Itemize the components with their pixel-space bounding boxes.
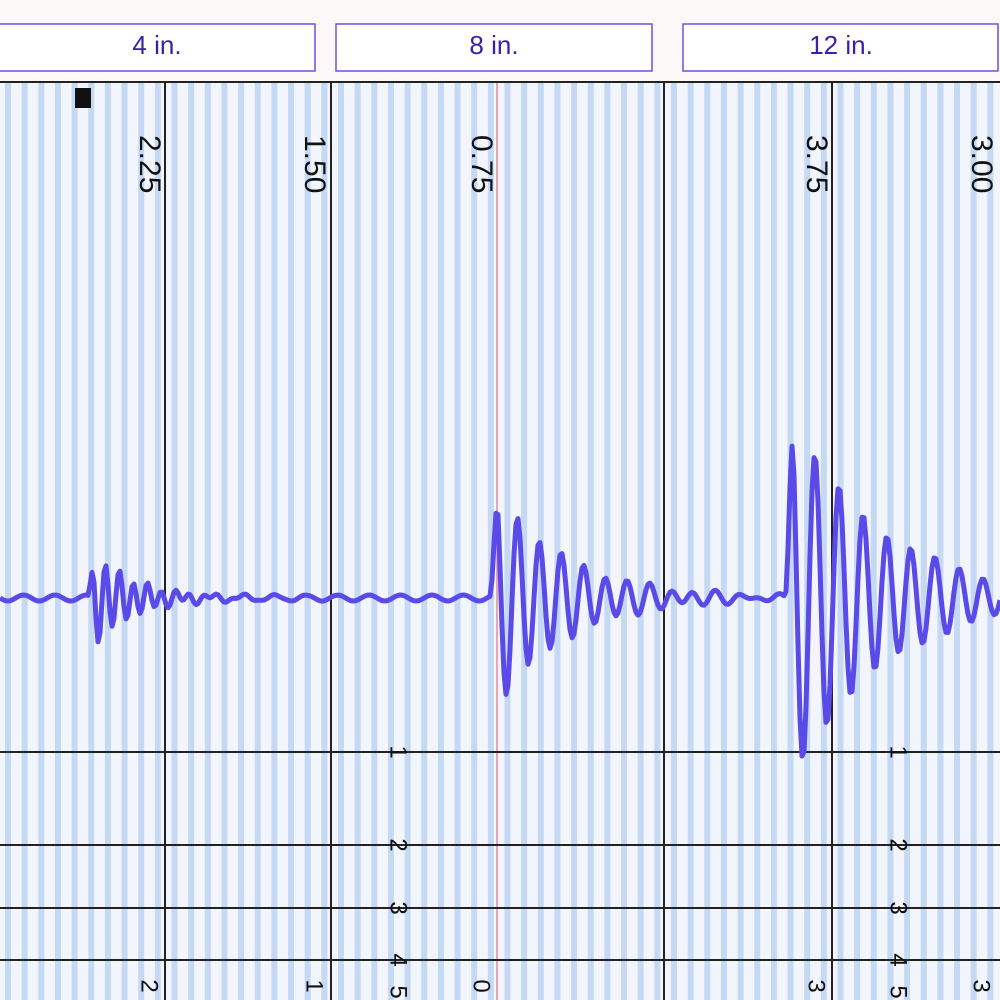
stripe: [671, 82, 677, 1000]
stripe: [404, 82, 411, 1000]
stripe: [637, 82, 644, 1000]
stripe: [521, 82, 528, 1000]
depth-mark: 1: [885, 745, 912, 758]
stripe: [88, 82, 95, 1000]
stripe: [121, 82, 128, 1000]
tab[interactable]: [335, 23, 653, 72]
stripe: [21, 82, 28, 1000]
tab[interactable]: [682, 23, 999, 72]
tab-label[interactable]: 8 in.: [469, 30, 518, 60]
stripe: [720, 82, 727, 1000]
bottom-label: 3: [968, 979, 995, 992]
stripe: [820, 82, 827, 1000]
stripe: [987, 82, 994, 1000]
stripe: [104, 82, 111, 1000]
stripe: [454, 82, 461, 1000]
stripe: [387, 82, 394, 1000]
stripe: [304, 82, 311, 1000]
marker: [75, 88, 91, 108]
stripe: [38, 82, 45, 1000]
stripe: [604, 82, 611, 1000]
stripe: [204, 82, 211, 1000]
grid: [0, 81, 1000, 1000]
stripe: [571, 82, 578, 1000]
bottom-label: 3: [803, 979, 830, 992]
stripe: [704, 82, 711, 1000]
stripe: [654, 82, 661, 1000]
bottom-label: 2: [136, 979, 163, 992]
stripe: [487, 82, 494, 1000]
bottom-label: 1: [301, 979, 328, 992]
stripe: [737, 82, 744, 1000]
stripe: [421, 82, 428, 1000]
depth-mark: 3: [385, 901, 412, 914]
depth-mark: 4: [885, 953, 912, 966]
stripe: [504, 82, 511, 1000]
stripe: [54, 82, 61, 1000]
scale-label: 3.00: [965, 135, 998, 193]
scale-label: 3.75: [800, 135, 833, 193]
stripe: [254, 82, 261, 1000]
stripe: [937, 82, 944, 1000]
stripe: [5, 82, 11, 1000]
stripe: [221, 82, 228, 1000]
labels: 2.25 1.50 0.75 3.75 3.00 1 2 3 4 5 1 2 3 4 5 2 1 0 3 3: [133, 135, 998, 999]
stripe: [188, 82, 195, 1000]
tab-label[interactable]: 12 in.: [809, 30, 873, 60]
stripes: [5, 82, 994, 1000]
stripe: [554, 82, 561, 1000]
stripe: [687, 82, 694, 1000]
stripe: [904, 82, 911, 1000]
stripe: [238, 82, 245, 1000]
depth-mark: 2: [885, 838, 912, 851]
waveform: [0, 443, 1000, 759]
stripe: [854, 82, 861, 1000]
stripe: [354, 82, 361, 1000]
stripe: [920, 82, 927, 1000]
depth-mark: 4: [385, 953, 412, 966]
stripe: [970, 82, 977, 1000]
stripe: [804, 82, 811, 1000]
stripe: [154, 82, 161, 1000]
stripe: [770, 82, 777, 1000]
bottom-label: 0: [468, 979, 495, 992]
stripe: [437, 82, 444, 1000]
stripe: [371, 82, 378, 1000]
stripe: [321, 82, 328, 1000]
stripe: [870, 82, 877, 1000]
depth-mark: 3: [885, 901, 912, 914]
stripe: [587, 82, 594, 1000]
depth-mark: 2: [385, 838, 412, 851]
depth-mark: 1: [385, 745, 412, 758]
stripe: [288, 82, 295, 1000]
stripe: [138, 82, 145, 1000]
scale-label: 2.25: [133, 135, 166, 193]
stripe: [754, 82, 761, 1000]
stripe: [338, 82, 344, 1000]
stripe: [954, 82, 961, 1000]
tab-label[interactable]: 4 in.: [132, 30, 181, 60]
tab[interactable]: [0, 23, 316, 72]
scale-label: 0.75: [465, 135, 498, 193]
scale-label: 1.50: [298, 135, 331, 193]
depth-mark: 5: [885, 985, 912, 998]
depth-mark: 5: [385, 985, 412, 998]
stripe: [621, 82, 628, 1000]
stripe: [171, 82, 178, 1000]
stripe: [471, 82, 478, 1000]
stripe: [71, 82, 78, 1000]
stripe: [271, 82, 278, 1000]
